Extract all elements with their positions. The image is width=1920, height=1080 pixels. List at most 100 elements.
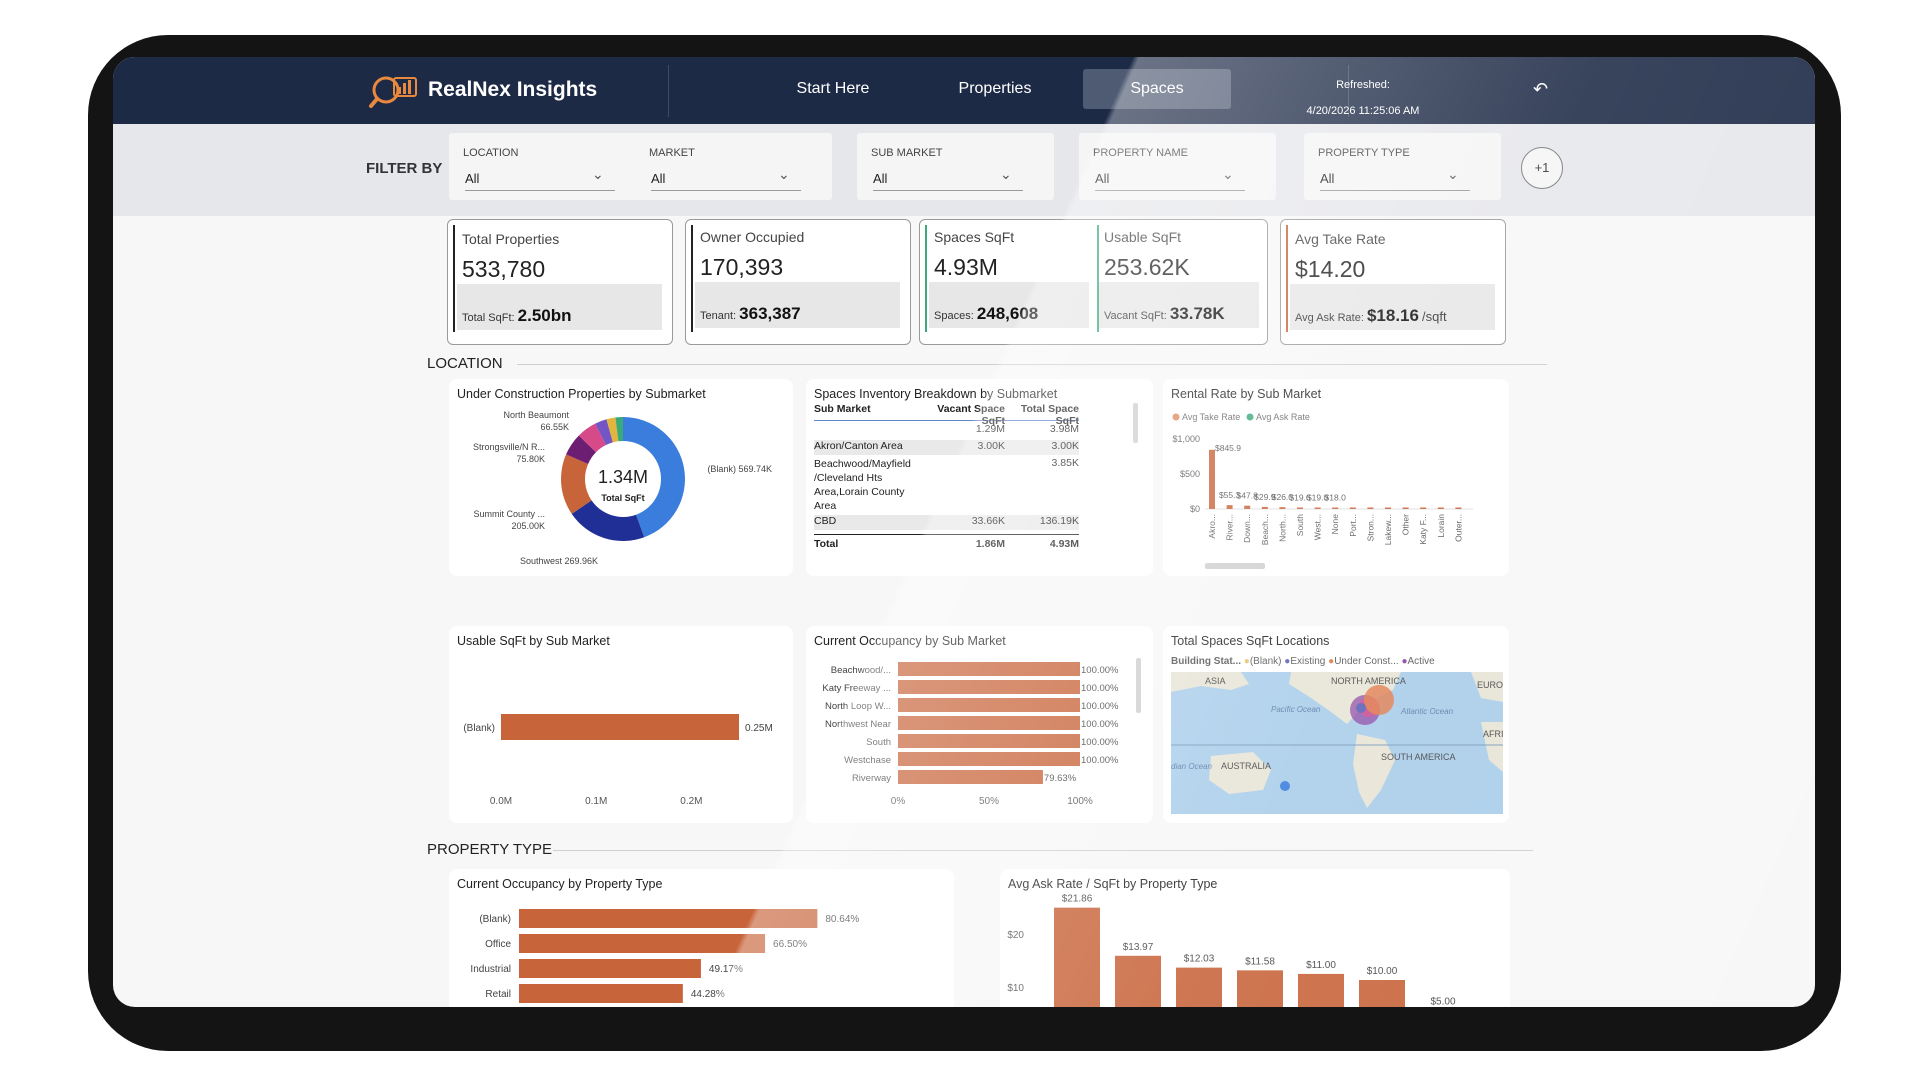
donut-slice[interactable]	[606, 417, 619, 443]
occupancy-bar[interactable]	[898, 770, 1043, 784]
kpi-sub-value: 248,608	[976, 304, 1039, 323]
undo-icon[interactable]: ↶	[1533, 79, 1549, 99]
rental-bar[interactable]	[1420, 507, 1427, 510]
column-header[interactable]: Total Space SqFt	[1020, 403, 1079, 427]
occupancy-type-bar[interactable]	[519, 934, 766, 953]
occupancy-bar[interactable]	[898, 698, 1080, 712]
table-row[interactable]: Beachwood/Mayfield /Cleveland Hts Area,L…	[814, 457, 1079, 513]
section-divider	[553, 850, 1533, 851]
ask-rate-bar[interactable]	[1115, 955, 1161, 1007]
filter-value[interactable]: All	[1320, 171, 1470, 191]
occupancy-bar[interactable]	[898, 662, 1080, 676]
occupancy-type-bar[interactable]	[519, 984, 683, 1003]
occupancy-type-bar[interactable]	[519, 959, 701, 978]
rental-bar[interactable]	[1209, 449, 1215, 509]
nav-spaces[interactable]: Spaces	[1083, 69, 1231, 109]
y-tick-label: $20	[1007, 930, 1024, 941]
filter-sub-market[interactable]: SUB MARKET All ⌄	[857, 133, 1054, 200]
donut-slice[interactable]	[615, 417, 623, 442]
kpi-sub-label: Vacant SqFt:	[1104, 310, 1167, 322]
x-tick-label: None	[1330, 514, 1340, 535]
donut-slice[interactable]	[623, 417, 685, 538]
panel-ask-rate-property-type: Avg Ask Rate / SqFt by Property Type $20…	[1000, 869, 1510, 1007]
legend-marker	[1172, 413, 1180, 421]
rental-bar[interactable]	[1297, 507, 1303, 510]
ask-rate-bar[interactable]	[1298, 973, 1344, 1007]
donut-slice[interactable]	[566, 435, 596, 464]
filter-property-type[interactable]: PROPERTY TYPE All ⌄	[1304, 133, 1501, 200]
section-property-type: PROPERTY TYPE	[427, 841, 553, 858]
ask-rate-bar[interactable]	[1359, 980, 1405, 1007]
chevron-down-icon[interactable]: ⌄	[592, 166, 604, 182]
occupancy-bar[interactable]	[898, 680, 1080, 694]
rental-bar[interactable]	[1314, 507, 1321, 510]
table-scrollbar[interactable]	[1133, 403, 1138, 443]
chevron-down-icon[interactable]: ⌄	[1000, 166, 1012, 182]
rental-bar[interactable]	[1437, 507, 1444, 510]
column-header[interactable]: Vacant Space SqFt	[937, 403, 1005, 427]
filter-value[interactable]: All	[465, 171, 615, 191]
table-cell: 1.86M	[975, 538, 1005, 550]
filter-value[interactable]: All	[651, 171, 801, 191]
table-row[interactable]: Akron/Canton Area 3.00K 3.00K	[814, 440, 1079, 455]
filter-location[interactable]: LOCATION All ⌄	[449, 133, 646, 200]
rental-bar[interactable]	[1455, 507, 1462, 510]
h-scrollbar[interactable]	[1205, 563, 1265, 569]
kpi-sub-value: 363,387	[739, 304, 801, 323]
occupancy-bar[interactable]	[898, 734, 1080, 748]
rental-bar[interactable]	[1332, 507, 1339, 510]
rental-bar[interactable]	[1244, 505, 1251, 509]
rental-bar[interactable]	[1367, 507, 1374, 510]
table-row[interactable]: 1.29M 3.98M	[814, 423, 1079, 438]
data-label: 44.28%	[691, 989, 725, 1000]
chart-scrollbar[interactable]	[1136, 658, 1141, 713]
y-tick-label: $1,000	[1172, 434, 1200, 444]
map-bubble[interactable]	[1364, 685, 1394, 715]
table-row[interactable]: CBD 33.66K 136.19K	[814, 515, 1079, 530]
chevron-down-icon[interactable]: ⌄	[1222, 166, 1234, 182]
kpi-value: 170,393	[700, 254, 784, 280]
legend-label: Avg Take Rate	[1182, 412, 1240, 422]
rental-bar[interactable]	[1349, 507, 1356, 510]
filter-value[interactable]: All	[1095, 171, 1245, 191]
kpi-spaces-usable: Spaces SqFt 4.93M Spaces: 248,608 Usable…	[919, 219, 1268, 345]
nav-properties[interactable]: Properties	[958, 80, 1032, 97]
panel-title: Current Occupancy by Sub Market	[814, 634, 1006, 648]
donut-label-blank: (Blank) 569.74K	[707, 464, 772, 474]
occupancy-bar[interactable]	[898, 716, 1080, 730]
chevron-down-icon[interactable]: ⌄	[778, 166, 790, 182]
filter-market[interactable]: MARKET All ⌄	[635, 133, 832, 200]
occupancy-bar[interactable]	[898, 752, 1080, 766]
x-tick-label: 0.0M	[490, 796, 512, 807]
rental-bar[interactable]	[1226, 505, 1233, 509]
donut-center-value: 1.34M	[598, 467, 648, 487]
map-bubble[interactable]	[1280, 781, 1290, 791]
legend-dot: ●	[1243, 656, 1250, 667]
data-label: $19.6	[1289, 493, 1311, 503]
chevron-down-icon[interactable]: ⌄	[1447, 166, 1459, 182]
donut-slice[interactable]	[595, 419, 613, 446]
ask-rate-bar[interactable]	[1054, 907, 1100, 1007]
ask-rate-bar[interactable]	[1237, 970, 1283, 1007]
rental-bar[interactable]	[1279, 507, 1286, 509]
occupancy-type-bar[interactable]	[519, 909, 818, 928]
kpi-value: 253.62K	[1104, 254, 1190, 280]
kpi-sub-value: 2.50bn	[517, 306, 572, 325]
usable-bar[interactable]	[501, 714, 739, 740]
donut-label-southwest: Southwest 269.96K	[520, 556, 598, 566]
donut-slice[interactable]	[578, 423, 606, 453]
donut-slice[interactable]	[561, 454, 592, 514]
rental-bar[interactable]	[1261, 506, 1268, 509]
ask-rate-bar[interactable]	[1176, 967, 1222, 1007]
filter-property-name[interactable]: PROPERTY NAME All ⌄	[1079, 133, 1276, 200]
filter-value[interactable]: All	[873, 171, 1023, 191]
column-header[interactable]: Sub Market	[814, 403, 871, 415]
rental-bar[interactable]	[1385, 507, 1391, 510]
nav-start-here[interactable]: Start Here	[796, 80, 870, 97]
donut-slice[interactable]	[571, 500, 645, 541]
more-filters-button[interactable]: +1	[1521, 147, 1563, 189]
map-label: NORTH AMERICA	[1331, 676, 1406, 686]
rental-bar[interactable]	[1402, 507, 1409, 510]
map-bubble[interactable]	[1356, 703, 1366, 713]
